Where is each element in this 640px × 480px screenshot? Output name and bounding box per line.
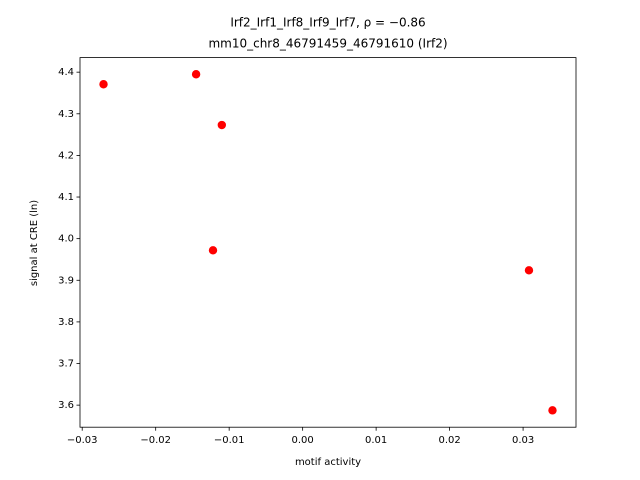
point (548, 406, 557, 415)
x-tick-label: −0.03 (67, 435, 98, 446)
chart-title: Irf2_Irf1_Irf8_Irf9_Irf7, ρ = −0.86 (230, 16, 425, 30)
x-tick-label: 0.02 (438, 435, 460, 446)
y-tick-label: 3.6 (58, 400, 74, 411)
y-tick-label: 4.4 (58, 67, 74, 78)
x-tick-label: −0.01 (214, 435, 245, 446)
point (524, 266, 534, 275)
point (191, 70, 201, 79)
point (208, 246, 218, 255)
point (99, 80, 108, 89)
y-tick-label: 3.8 (58, 317, 74, 328)
y-tick-label: 4.3 (58, 109, 74, 120)
y-axis-label: signal at CRE (ln) (29, 200, 40, 286)
x-tick-label: −0.02 (140, 435, 171, 446)
chart-subtitle: mm10_chr8_46791459_46791610 (Irf2) (208, 37, 447, 51)
x-tick-label: 0.00 (292, 435, 314, 446)
point (217, 120, 227, 130)
y-tick-label: 3.7 (58, 359, 74, 370)
y-tick-label: 4.1 (58, 192, 74, 203)
y-tick-label: 4.2 (58, 150, 74, 161)
y-tick-label: 3.9 (58, 275, 74, 286)
x-tick-label: 0.01 (365, 435, 387, 446)
plot-frame (79, 57, 577, 428)
x-tick-label: 0.03 (512, 435, 534, 446)
x-axis-label: motif activity (295, 457, 361, 468)
y-tick-label: 4.0 (58, 234, 74, 245)
